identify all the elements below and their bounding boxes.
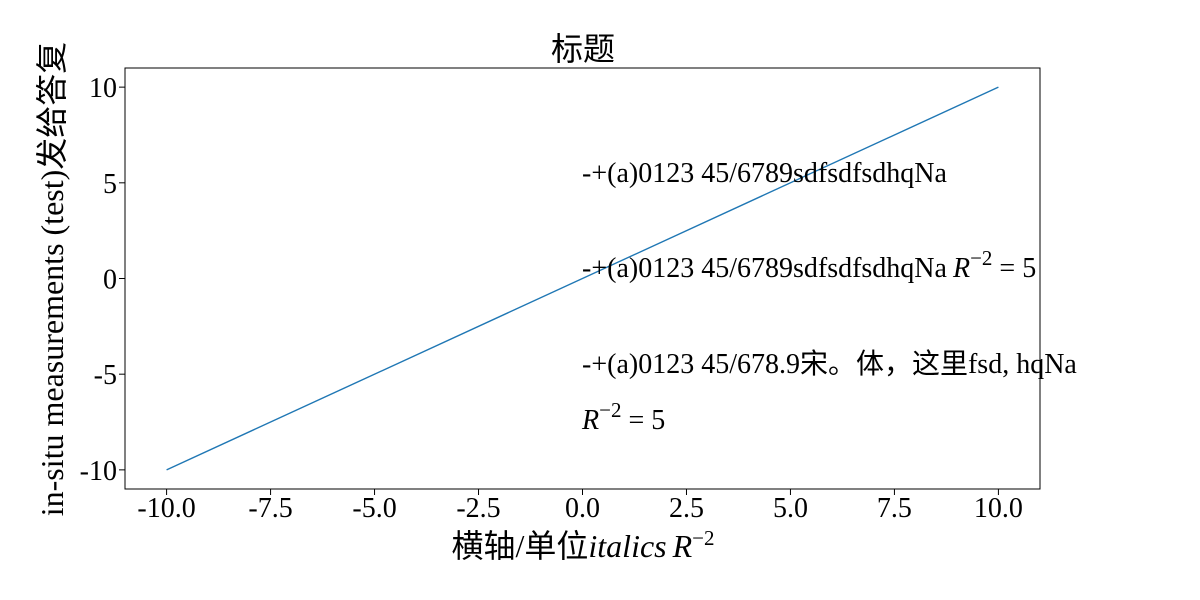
annotation-1: -+(a)0123 45/6789sdfsdfsdhqNa: [582, 158, 948, 189]
x-tick-label: -5.0: [352, 493, 396, 524]
x-axis-label-math-sup: −2: [692, 526, 714, 550]
x-tick-label: 7.5: [877, 493, 912, 524]
x-axis-label-text: 横轴/单位: [451, 528, 588, 564]
x-axis-label-math-base: R: [672, 528, 693, 564]
annotation-3-math-rest: = 5: [621, 405, 665, 436]
x-tick-label: 5.0: [773, 493, 808, 524]
y-tick-label: 10: [89, 73, 117, 104]
annotation-3-text: -+(a)0123 45/678.9宋。体，这里fsd, hqNa: [582, 348, 1077, 380]
x-tick-label: -2.5: [456, 493, 500, 524]
x-axis-label-italic: italics: [588, 528, 666, 564]
x-tick-label: 2.5: [669, 493, 704, 524]
x-tick-label: 0.0: [565, 493, 600, 524]
x-tick-label: -10.0: [137, 493, 195, 524]
annotation-2-math-base: R: [952, 253, 970, 284]
x-tick-label: 10.0: [974, 493, 1023, 524]
x-tick-label: -7.5: [248, 493, 292, 524]
y-tick-label: -5: [94, 360, 117, 391]
y-tick-label: 0: [103, 265, 117, 296]
annotation-3: -+(a)0123 45/678.9宋。体，这里fsd, hqNa: [582, 348, 1077, 380]
chart-title: 标题: [551, 31, 615, 67]
y-tick-label: -10: [80, 456, 117, 487]
annotation-2-math-rest: = 5: [992, 253, 1036, 284]
y-axis-label: in-situ measurements (test)发给答复: [34, 42, 70, 517]
x-axis-label: 横轴/单位italics R−2: [451, 526, 714, 564]
annotation-2-text: -+(a)0123 45/6789sdfsdfsdhqNa: [582, 253, 948, 284]
series-line-1: [166, 86, 999, 471]
y-tick-label: 5: [103, 169, 117, 200]
annotation-2: -+(a)0123 45/6789sdfsdfsdhqNa R−2 = 5: [582, 246, 1036, 284]
annotation-3-line-2: R−2 = 5: [581, 398, 665, 436]
annotation-2-math-sup: −2: [970, 246, 992, 270]
annotation-3-math-base: R: [581, 405, 599, 436]
plot-area: -10.0 -7.5 -5.0 -2.5 0.0 2.5 5.0 7.5 10.0 -10 -5 0 5…: [80, 67, 1041, 524]
annotation-3-math-sup: −2: [599, 398, 621, 422]
annotation-1-text: -+(a)0123 45/6789sdfsdfsdhqNa: [582, 158, 948, 189]
